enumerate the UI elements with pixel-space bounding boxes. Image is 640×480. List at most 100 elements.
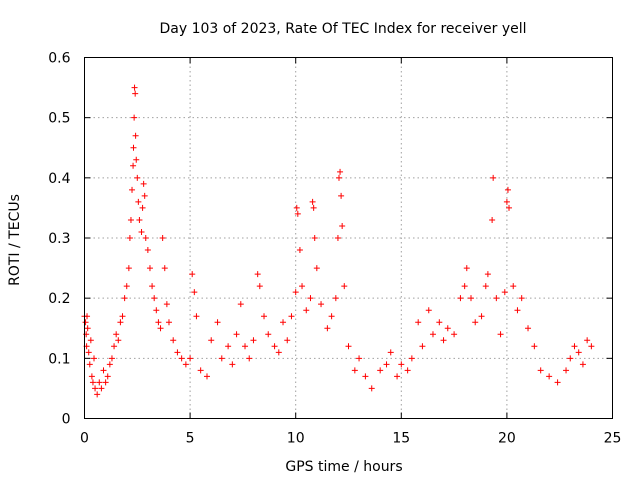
data-point bbox=[288, 313, 295, 320]
y-axis-ticks: 0 0.1 0.2 0.3 0.4 0.5 0.6 bbox=[48, 51, 613, 428]
data-point bbox=[94, 391, 101, 398]
data-point bbox=[126, 235, 133, 241]
data-point bbox=[332, 295, 339, 302]
data-point bbox=[131, 84, 138, 91]
data-point bbox=[85, 349, 92, 356]
y-tick-label: 0.3 bbox=[48, 231, 70, 247]
data-point bbox=[233, 331, 240, 338]
data-point bbox=[383, 361, 390, 368]
data-point bbox=[292, 289, 299, 296]
data-point bbox=[284, 337, 291, 344]
data-point bbox=[214, 319, 221, 326]
data-point bbox=[318, 301, 325, 308]
data-point bbox=[394, 373, 401, 380]
data-point bbox=[337, 168, 344, 175]
data-point bbox=[123, 283, 130, 290]
data-point bbox=[310, 204, 317, 211]
data-point bbox=[139, 204, 146, 211]
data-point bbox=[133, 156, 140, 163]
data-point bbox=[567, 355, 574, 362]
data-point bbox=[429, 331, 436, 338]
data-point bbox=[554, 379, 561, 386]
data-point bbox=[140, 180, 147, 187]
y-tick-label: 0 bbox=[62, 412, 71, 428]
data-point bbox=[129, 186, 136, 193]
data-point bbox=[132, 90, 139, 97]
data-point bbox=[425, 307, 432, 314]
data-point bbox=[303, 307, 310, 314]
data-point bbox=[478, 313, 485, 320]
data-point bbox=[398, 361, 405, 368]
data-point bbox=[187, 355, 194, 362]
data-point bbox=[138, 228, 145, 235]
data-point bbox=[115, 337, 122, 344]
data-point bbox=[149, 283, 156, 290]
x-tick-label: 20 bbox=[498, 431, 516, 447]
data-point bbox=[208, 337, 215, 344]
data-point bbox=[351, 367, 358, 374]
data-point bbox=[132, 132, 139, 139]
data-point bbox=[111, 343, 118, 350]
data-point bbox=[293, 204, 300, 211]
data-point bbox=[294, 210, 301, 217]
x-axis-ticks: 0 5 10 15 20 25 bbox=[80, 57, 622, 447]
data-point bbox=[108, 355, 115, 362]
data-point bbox=[92, 385, 99, 392]
data-point bbox=[563, 367, 570, 374]
data-point bbox=[163, 301, 170, 308]
x-tick-label: 25 bbox=[604, 431, 622, 447]
data-point bbox=[546, 373, 553, 380]
data-point bbox=[335, 174, 342, 181]
data-point bbox=[189, 271, 196, 278]
data-point bbox=[514, 307, 521, 314]
data-point bbox=[584, 337, 591, 344]
data-point bbox=[307, 295, 314, 302]
data-point bbox=[467, 295, 474, 302]
data-point bbox=[489, 216, 496, 223]
data-point bbox=[571, 343, 578, 350]
data-point bbox=[451, 331, 458, 338]
y-tick-label: 0.6 bbox=[48, 51, 70, 67]
y-tick-label: 0.2 bbox=[48, 291, 70, 307]
data-point bbox=[246, 355, 253, 362]
data-point bbox=[408, 355, 415, 362]
data-point bbox=[141, 192, 148, 199]
data-point bbox=[345, 343, 352, 350]
grid-lines bbox=[84, 57, 613, 419]
data-point bbox=[98, 385, 105, 392]
data-point bbox=[503, 198, 510, 205]
data-point bbox=[463, 265, 470, 272]
data-point bbox=[324, 325, 331, 332]
data-point bbox=[313, 265, 320, 272]
data-point bbox=[119, 313, 126, 320]
data-point bbox=[510, 283, 517, 290]
data-point bbox=[229, 361, 236, 368]
data-point bbox=[501, 289, 508, 296]
data-point bbox=[271, 343, 278, 350]
data-point bbox=[136, 216, 143, 223]
data-point bbox=[159, 235, 166, 241]
data-point bbox=[588, 343, 595, 350]
data-point bbox=[155, 319, 162, 326]
data-point bbox=[531, 343, 538, 350]
data-point bbox=[482, 283, 489, 290]
data-point bbox=[142, 235, 149, 241]
data-point bbox=[87, 337, 94, 344]
data-point bbox=[575, 349, 582, 356]
data-point bbox=[178, 355, 185, 362]
data-point bbox=[328, 313, 335, 320]
data-point bbox=[309, 198, 316, 205]
data-point bbox=[135, 198, 142, 205]
data-point bbox=[265, 331, 272, 338]
data-point bbox=[490, 174, 497, 181]
data-point bbox=[96, 379, 103, 386]
data-point bbox=[117, 319, 124, 326]
data-point bbox=[161, 265, 168, 272]
data-point bbox=[461, 283, 468, 290]
data-point bbox=[191, 289, 198, 296]
data-point bbox=[334, 235, 341, 241]
data-points bbox=[81, 84, 595, 398]
data-point bbox=[86, 361, 93, 368]
data-point bbox=[157, 325, 164, 332]
